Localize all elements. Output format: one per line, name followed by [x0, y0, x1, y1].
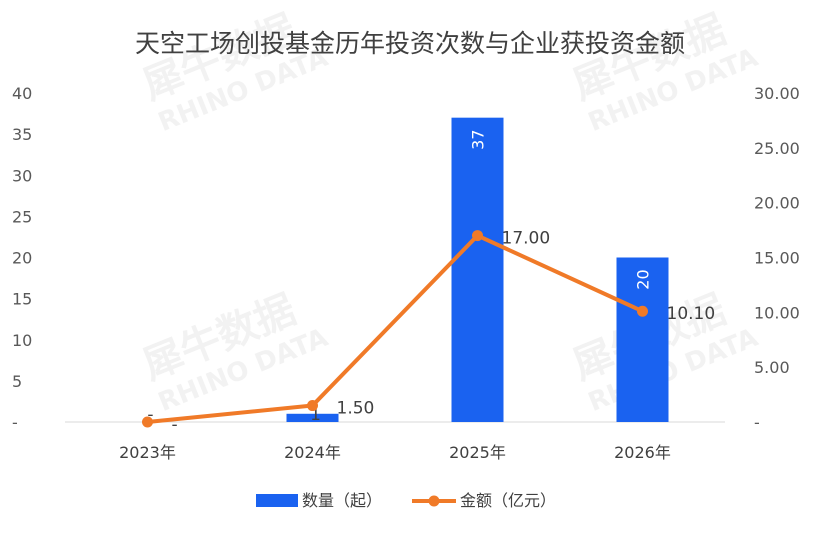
bar — [286, 413, 339, 422]
y-left-tick-label: 40 — [12, 84, 32, 103]
y-left-tick-label: 20 — [12, 249, 32, 268]
y-right-tick-label: 30.00 — [754, 84, 800, 103]
line-point — [637, 305, 648, 317]
x-tick-label: 2025年 — [449, 443, 506, 462]
line-point — [307, 400, 318, 412]
y-left-tick-label: - — [12, 413, 18, 432]
y-left-tick-label: 5 — [12, 372, 22, 391]
x-tick-label: 2026年 — [614, 443, 671, 462]
y-right-tick-label: 10.00 — [754, 303, 800, 322]
y-right-tick-label: 25.00 — [754, 139, 800, 158]
axes: - 5 10 15 20 25 30 35 40 - 5.00 10.00 15.00 20.00 25.0… — [12, 84, 800, 462]
legend-label-line: 金额（亿元） — [460, 491, 556, 510]
bar-data-label: 20 — [634, 269, 653, 289]
y-left-tick-label: 30 — [12, 166, 32, 185]
bar-data-label: 37 — [469, 129, 488, 149]
line-data-label: 1.50 — [337, 399, 375, 419]
bar — [616, 257, 669, 422]
y-right-tick-label: 20.00 — [754, 194, 800, 213]
bar-data-label: - — [147, 405, 153, 425]
y-left-tick-label: 35 — [12, 125, 32, 144]
legend-swatch-bar — [256, 494, 298, 507]
legend-swatch-point — [428, 495, 440, 507]
line-path — [147, 233, 644, 424]
line-point — [142, 416, 153, 428]
line-data-label: - — [172, 415, 178, 435]
chart-title: 天空工场创投基金历年投资次数与企业获投资金额 — [135, 29, 685, 58]
x-tick-label: 2023年 — [119, 443, 176, 462]
y-left-tick-label: 25 — [12, 207, 32, 226]
y-right-tick-label: - — [754, 413, 760, 432]
line-data-label: 10.10 — [667, 304, 716, 324]
line-data-label: 17.00 — [502, 229, 551, 249]
x-tick-label: 2024年 — [284, 443, 341, 462]
y-right-tick-label: 15.00 — [754, 249, 800, 268]
y-left-tick-label: 10 — [12, 331, 32, 350]
legend: 数量（起） 金额（亿元） — [256, 491, 556, 510]
bar-series: - 1 37 20 — [147, 117, 669, 425]
y-left-tick-label: 15 — [12, 290, 32, 309]
line-series: - 1.50 17.00 10.10 — [142, 229, 715, 435]
line-point — [472, 230, 483, 242]
bar-data-label: 1 — [310, 405, 321, 425]
bar — [451, 117, 504, 423]
legend-label-bar: 数量（起） — [302, 491, 382, 510]
y-right-tick-label: 5.00 — [754, 358, 790, 377]
